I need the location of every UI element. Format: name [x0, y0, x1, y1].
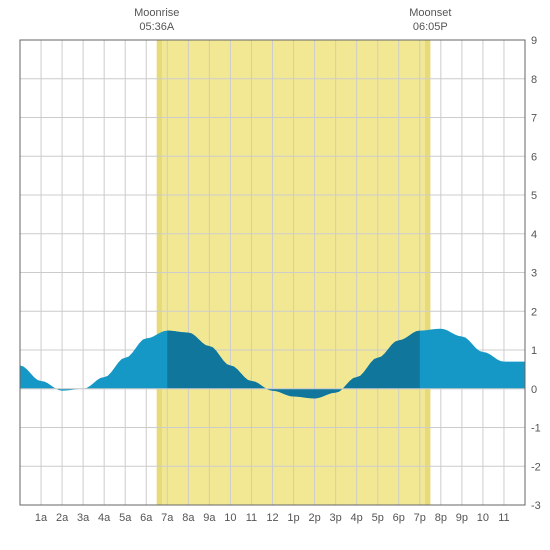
x-tick-label: 12	[266, 512, 278, 524]
x-tick-label: 9a	[203, 512, 216, 524]
tide-chart-container: -3-2-101234567891a2a3a4a5a6a7a8a9a101112…	[0, 0, 550, 550]
x-tick-label: 7a	[161, 512, 174, 524]
y-tick-label: 5	[531, 190, 537, 202]
x-tick-label: 9p	[456, 512, 468, 524]
x-tick-label: 1p	[287, 512, 299, 524]
x-tick-label: 4p	[351, 512, 363, 524]
x-tick-label: 8a	[182, 512, 195, 524]
x-tick-label: 4a	[98, 512, 111, 524]
y-tick-label: 9	[531, 35, 537, 47]
x-tick-label: 11	[498, 512, 509, 524]
moonrise-title: Moonrise	[134, 7, 179, 19]
moonset-time: 06:05P	[413, 21, 448, 33]
y-tick-label: 0	[531, 384, 537, 396]
x-tick-label: 3a	[77, 512, 90, 524]
x-tick-label: 6a	[140, 512, 153, 524]
y-tick-label: 4	[531, 229, 537, 241]
x-tick-label: 1a	[35, 512, 48, 524]
x-tick-label: 6p	[393, 512, 405, 524]
x-tick-label: 2p	[308, 512, 320, 524]
x-tick-label: 5p	[372, 512, 384, 524]
moonrise-time: 05:36A	[139, 21, 175, 33]
y-tick-label: 2	[531, 306, 537, 318]
x-tick-label: 10	[224, 512, 236, 524]
x-tick-label: 8p	[435, 512, 447, 524]
y-tick-label: 8	[531, 74, 537, 86]
y-tick-label: -3	[531, 500, 541, 512]
x-tick-label: 7p	[414, 512, 426, 524]
y-tick-label: -2	[531, 461, 541, 473]
x-tick-label: 11	[246, 512, 257, 524]
x-tick-label: 2a	[56, 512, 69, 524]
tide-chart: -3-2-101234567891a2a3a4a5a6a7a8a9a101112…	[0, 0, 550, 550]
moonset-title: Moonset	[409, 7, 451, 19]
x-tick-label: 10	[477, 512, 489, 524]
y-tick-label: 7	[531, 113, 537, 125]
x-tick-label: 3p	[330, 512, 342, 524]
x-tick-label: 5a	[119, 512, 132, 524]
y-tick-label: -1	[531, 423, 541, 435]
y-tick-label: 3	[531, 268, 537, 280]
y-tick-label: 6	[531, 151, 537, 163]
y-tick-label: 1	[531, 345, 537, 357]
